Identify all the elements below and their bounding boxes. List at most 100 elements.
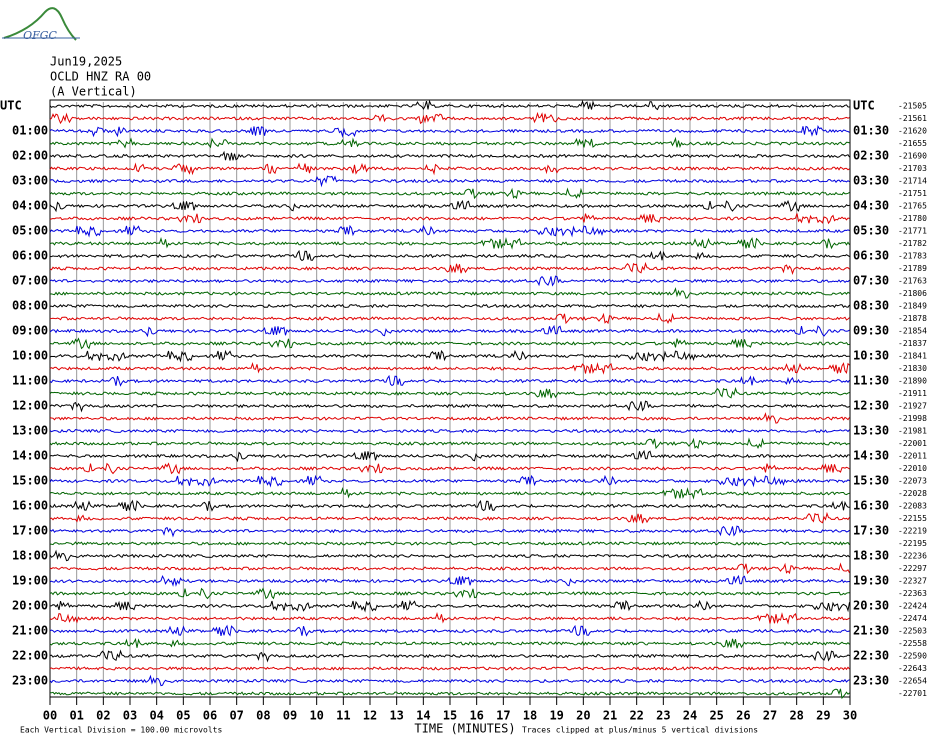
- left-label: 04:00: [12, 199, 48, 213]
- offset-label: -21714: [898, 177, 927, 186]
- offset-label: -22654: [898, 677, 927, 686]
- offset-label: -21505: [898, 102, 927, 111]
- x-tick-label: 16: [469, 709, 483, 723]
- x-tick-label: 21: [603, 709, 617, 723]
- offset-label: -22155: [898, 514, 927, 523]
- offset-label: -21763: [898, 277, 927, 286]
- trace: [49, 236, 850, 250]
- right-label: 07:30: [853, 274, 889, 288]
- offset-label: -21765: [898, 202, 927, 211]
- trace: [49, 574, 850, 587]
- left-label: UTC: [0, 99, 22, 113]
- offset-label: -21771: [898, 227, 927, 236]
- right-label: 05:30: [853, 224, 889, 238]
- trace: [49, 261, 850, 276]
- left-label: 01:00: [12, 124, 48, 138]
- x-tick-label: 04: [149, 709, 163, 723]
- right-label: UTC: [853, 99, 875, 113]
- left-label: 13:00: [12, 424, 48, 438]
- x-tick-label: 15: [443, 709, 457, 723]
- right-label: 13:30: [853, 424, 889, 438]
- trace: [49, 541, 850, 546]
- right-label: 17:30: [853, 524, 889, 538]
- offset-label: -21837: [898, 339, 927, 348]
- date: Jun19,2025: [50, 55, 122, 69]
- footer-scale: Each Vertical Division = 100.00 microvol…: [20, 726, 222, 735]
- offset-label: -22363: [898, 589, 927, 598]
- x-tick-label: 30: [843, 709, 857, 723]
- offset-label: -22503: [898, 627, 927, 636]
- x-tick-label: 24: [683, 709, 697, 723]
- offset-label: -22590: [898, 652, 927, 661]
- x-tick-label: 27: [763, 709, 777, 723]
- trace: [49, 587, 850, 600]
- right-label: 04:30: [853, 199, 889, 213]
- trace: [49, 449, 850, 463]
- offset-label: -21878: [898, 314, 927, 323]
- left-label: 23:00: [12, 674, 48, 688]
- offset-label: -21854: [898, 327, 927, 336]
- x-tick-label: 28: [789, 709, 803, 723]
- x-tick-label: 06: [203, 709, 217, 723]
- offset-label: -21703: [898, 164, 927, 173]
- trace: [49, 688, 850, 700]
- plot-frame: [49, 99, 851, 698]
- left-label: 03:00: [12, 174, 48, 188]
- trace: [49, 303, 850, 309]
- trace: [49, 361, 850, 375]
- x-tick-label: 08: [256, 709, 270, 723]
- trace: [49, 386, 850, 399]
- offset-label: -22195: [898, 539, 927, 548]
- x-tick-label: 03: [123, 709, 137, 723]
- trace: [49, 624, 850, 637]
- left-label: 18:00: [12, 549, 48, 563]
- right-label: 12:30: [853, 399, 889, 413]
- offset-label: -22424: [898, 602, 927, 611]
- x-tick-label: 01: [69, 709, 83, 723]
- trace: [49, 213, 850, 225]
- x-tick-label: 02: [96, 709, 110, 723]
- left-label: 22:00: [12, 649, 48, 663]
- right-label: 16:30: [853, 499, 889, 513]
- right-label: 23:30: [853, 674, 889, 688]
- trace: [49, 162, 850, 176]
- trace: [49, 111, 850, 125]
- left-label: 10:00: [12, 349, 48, 363]
- station: OCLD HNZ RA 00: [50, 70, 151, 84]
- x-tick-label: 13: [389, 709, 403, 723]
- right-label: 22:30: [853, 649, 889, 663]
- offset-label: -21998: [898, 414, 927, 423]
- offset-label: -22474: [898, 614, 927, 623]
- trace: [49, 666, 850, 671]
- offset-label: -21690: [898, 152, 927, 161]
- offset-label: -22643: [898, 664, 927, 673]
- trace: [49, 275, 850, 287]
- left-label: 06:00: [12, 249, 48, 263]
- trace: [49, 462, 850, 475]
- offset-label: -21927: [898, 402, 927, 411]
- right-label: 09:30: [853, 324, 889, 338]
- trace: [49, 175, 850, 188]
- offset-label: -22028: [898, 489, 927, 498]
- left-label: 12:00: [12, 399, 48, 413]
- trace: [49, 549, 850, 562]
- trace: [49, 611, 850, 625]
- offset-label: -22558: [898, 639, 927, 648]
- logo-text: OFGC: [23, 29, 57, 42]
- offset-label: -22327: [898, 577, 927, 586]
- trace: [49, 412, 850, 424]
- trace: [49, 125, 850, 138]
- x-tick-label: 07: [229, 709, 243, 723]
- offset-label: -21890: [898, 377, 927, 386]
- footer-clip: Traces clipped at plus/minus 5 vertical …: [522, 726, 758, 735]
- right-label: 15:30: [853, 474, 889, 488]
- trace: [49, 674, 850, 687]
- right-label: 06:30: [853, 249, 889, 263]
- trace: [49, 224, 850, 238]
- right-label: 20:30: [853, 599, 889, 613]
- left-label: 21:00: [12, 624, 48, 638]
- trace: [49, 428, 850, 434]
- x-tick-label: 20: [576, 709, 590, 723]
- offset-label: -21789: [898, 264, 927, 273]
- offset-label: -21783: [898, 252, 927, 261]
